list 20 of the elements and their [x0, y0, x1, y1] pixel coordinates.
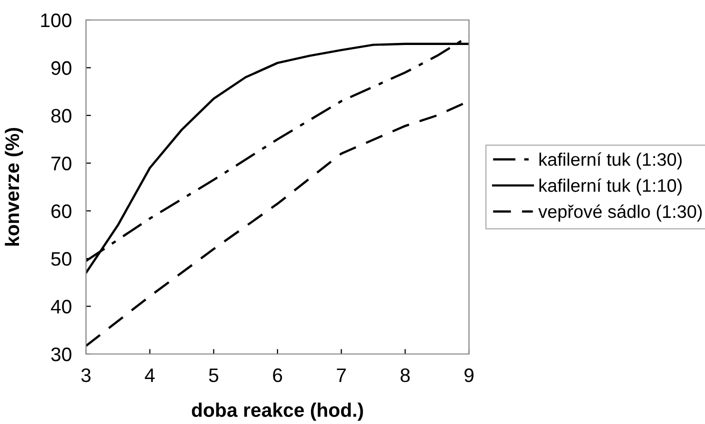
x-tick-label: 6 — [273, 368, 282, 382]
y-tick-label: 60 — [51, 204, 72, 218]
x-tick-label: 7 — [336, 368, 346, 382]
x-axis-title: doba reakce (hod.) — [192, 402, 363, 421]
legend-label: kafilerní tuk (1:10) — [539, 178, 682, 196]
x-tick-label: 4 — [144, 368, 155, 382]
x-tick-label: 9 — [464, 368, 474, 382]
legend-label: vepřové sádlo (1:30) — [538, 204, 702, 222]
y-tick-label: 100 — [41, 13, 72, 28]
y-tick-label: 40 — [50, 300, 72, 314]
y-axis-title: konverze (%) — [4, 128, 24, 246]
legend-label: kafilerní tuk (1:30) — [539, 152, 682, 170]
y-tick-label: 90 — [51, 61, 72, 75]
x-tick-label: 8 — [400, 368, 410, 382]
y-tick-label: 70 — [51, 156, 72, 170]
y-tick-label: 30 — [51, 347, 72, 362]
y-tick-label: 50 — [51, 252, 72, 266]
x-tick-label: 5 — [209, 368, 218, 382]
y-tick-label: 80 — [51, 108, 72, 123]
x-tick-label: 3 — [81, 368, 91, 382]
